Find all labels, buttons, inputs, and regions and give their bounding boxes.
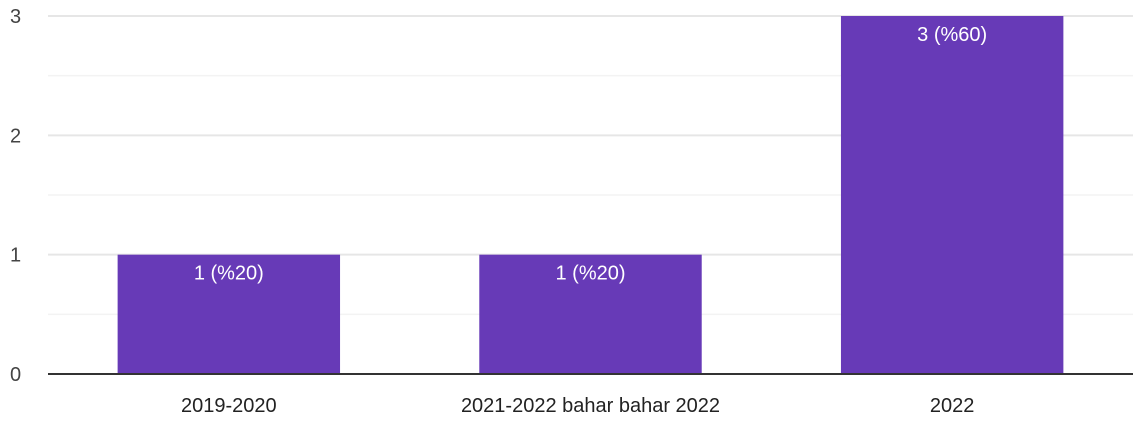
x-tick-label: 2019-2020 [181,395,277,417]
data-labels: 1 (%20) 1 (%20) 3 (%60) [194,24,987,285]
bars [117,16,1064,374]
y-tick-label: 3 [10,6,21,28]
x-axis-labels: 2019-2020 2021-2022 bahar bahar 2022 2022 [181,395,974,417]
y-tick-label: 0 [10,364,21,386]
data-label: 1 (%20) [555,263,625,285]
bar [840,16,1064,374]
bar [479,254,702,374]
y-tick-label: 1 [10,245,21,267]
data-label: 1 (%20) [194,263,264,285]
x-tick-label: 2022 [930,395,975,417]
bar [117,254,341,374]
y-tick-label: 2 [10,125,21,147]
y-axis-ticks: 0 1 2 3 [10,6,21,386]
data-label: 3 (%60) [917,24,987,46]
x-tick-label: 2021-2022 bahar bahar 2022 [461,395,720,417]
